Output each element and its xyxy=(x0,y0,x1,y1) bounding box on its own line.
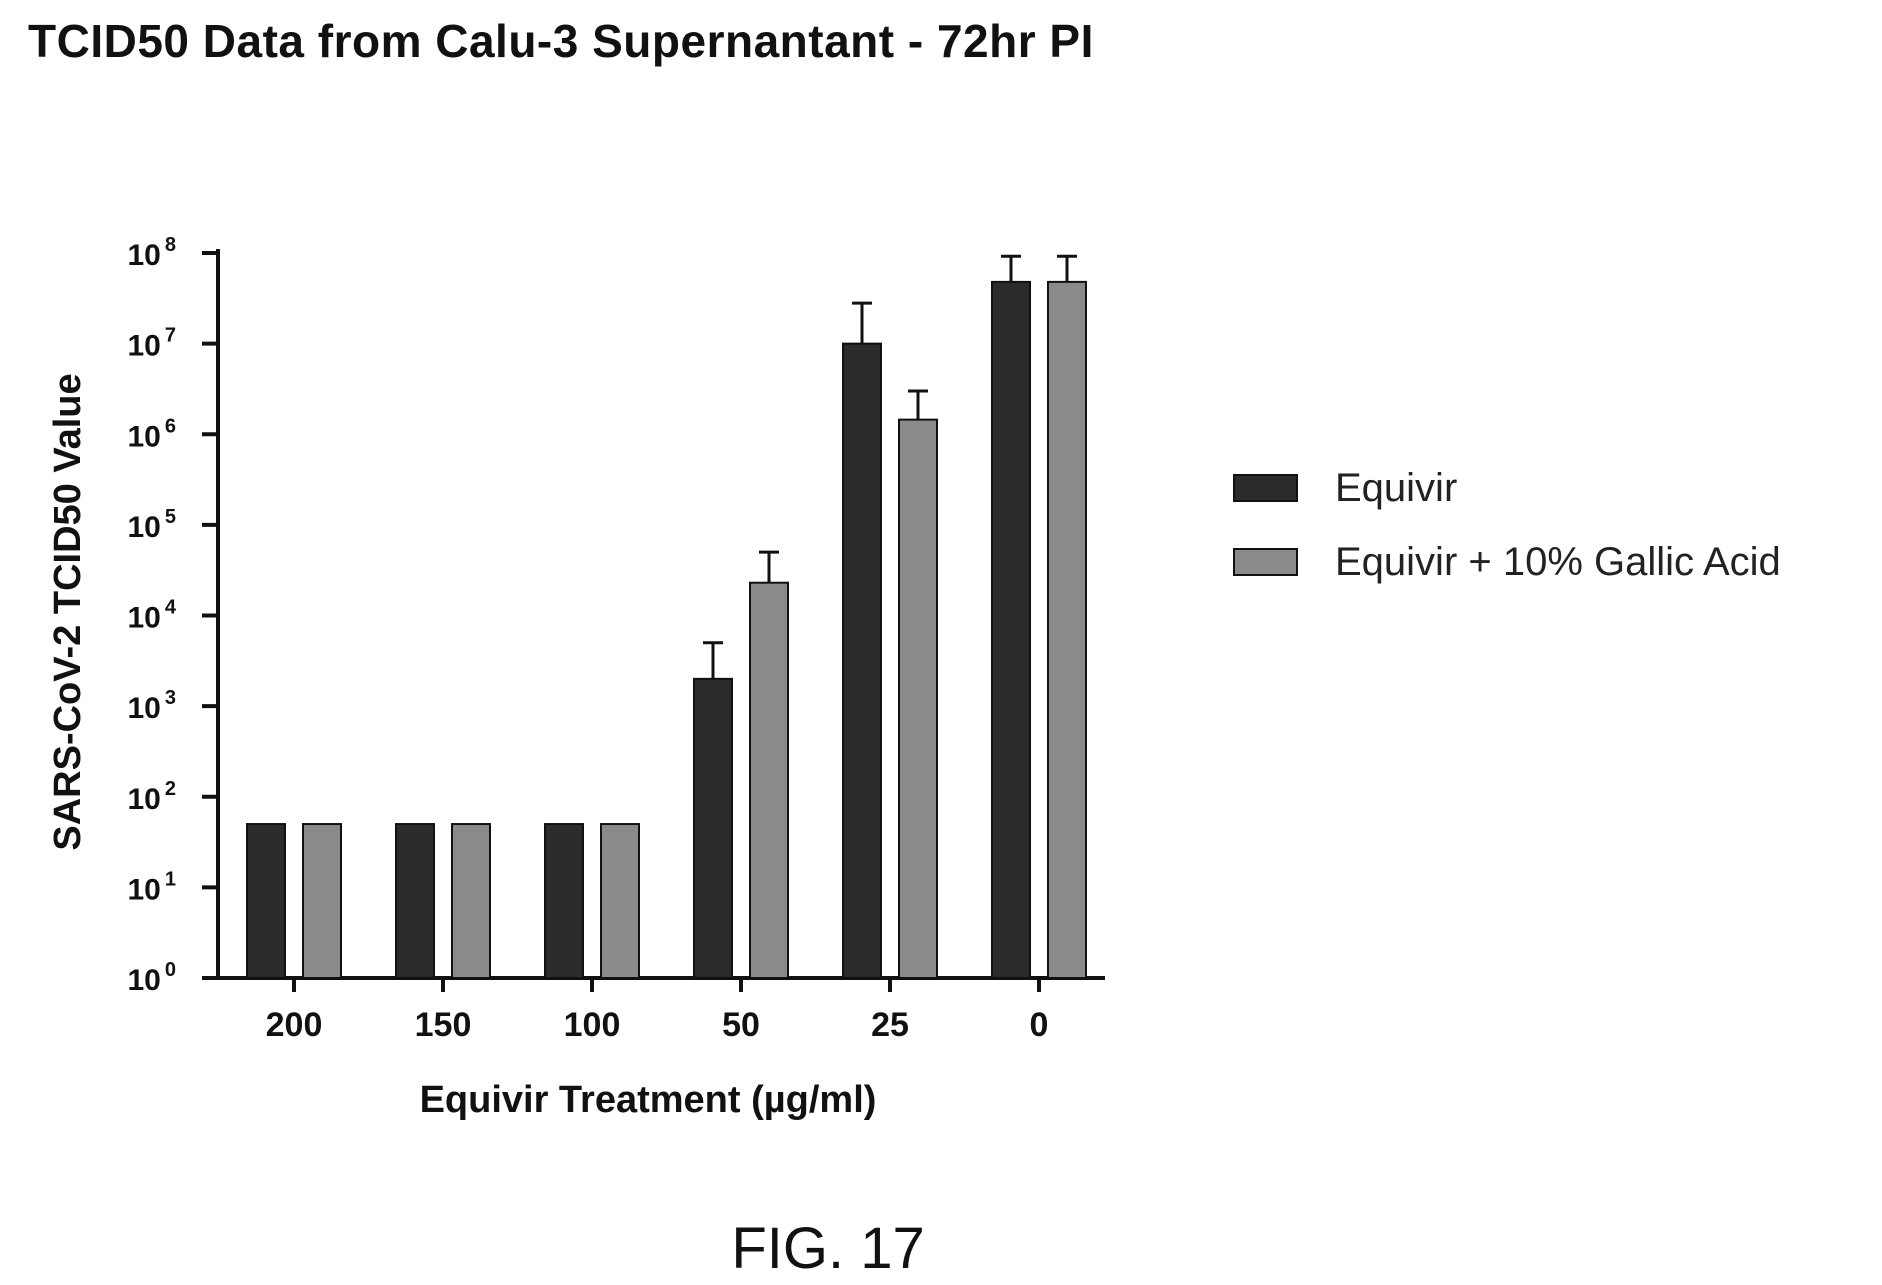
y-tick-label: 10 7 xyxy=(128,325,177,363)
legend-swatch xyxy=(1233,548,1298,576)
legend: Equivir Equivir + 10% Gallic Acid xyxy=(1233,466,1781,584)
x-tick-label: 25 xyxy=(871,1006,909,1044)
bars xyxy=(246,254,1087,980)
y-tick-label: 10 4 xyxy=(128,597,177,635)
legend-label: Equivir + 10% Gallic Acid xyxy=(1335,540,1781,584)
y-tick-label: 10 0 xyxy=(128,959,177,997)
bar xyxy=(898,418,938,979)
y-tick-label: 10 3 xyxy=(128,687,177,725)
bar xyxy=(1047,280,1087,979)
x-tick-label: 150 xyxy=(415,1006,472,1044)
bar xyxy=(544,823,584,979)
y-tick-label: 10 5 xyxy=(128,506,177,544)
bar xyxy=(395,823,435,979)
bar xyxy=(600,823,640,979)
axes xyxy=(202,249,1105,992)
bar xyxy=(991,280,1031,979)
y-tick-label: 10 6 xyxy=(128,415,177,453)
bar xyxy=(749,581,789,980)
x-tick-label: 100 xyxy=(564,1006,621,1044)
bar xyxy=(842,342,882,979)
x-tick-labels: 200 150 100 50 25 0 xyxy=(266,1006,1049,1044)
y-tick-label: 10 2 xyxy=(128,778,177,816)
bar xyxy=(246,823,286,979)
bar xyxy=(693,677,733,980)
x-tick-label: 200 xyxy=(266,1006,323,1044)
legend-swatch xyxy=(1233,474,1298,502)
x-tick-label: 50 xyxy=(722,1006,760,1044)
x-tick-label: 0 xyxy=(1030,1006,1049,1044)
legend-label: Equivir xyxy=(1335,466,1457,510)
bar xyxy=(302,823,342,979)
y-tick-label: 10 1 xyxy=(128,868,177,906)
bar xyxy=(451,823,491,979)
y-tick-label: 10 8 xyxy=(128,234,177,272)
x-axis-label: Equivir Treatment (µg/ml) xyxy=(420,1079,877,1121)
figure-label: FIG. 17 xyxy=(731,1216,925,1281)
y-axis-label: SARS-CoV-2 TCID50 Value xyxy=(47,373,89,850)
chart-title: TCID50 Data from Calu-3 Supernantant - 7… xyxy=(28,15,1094,67)
